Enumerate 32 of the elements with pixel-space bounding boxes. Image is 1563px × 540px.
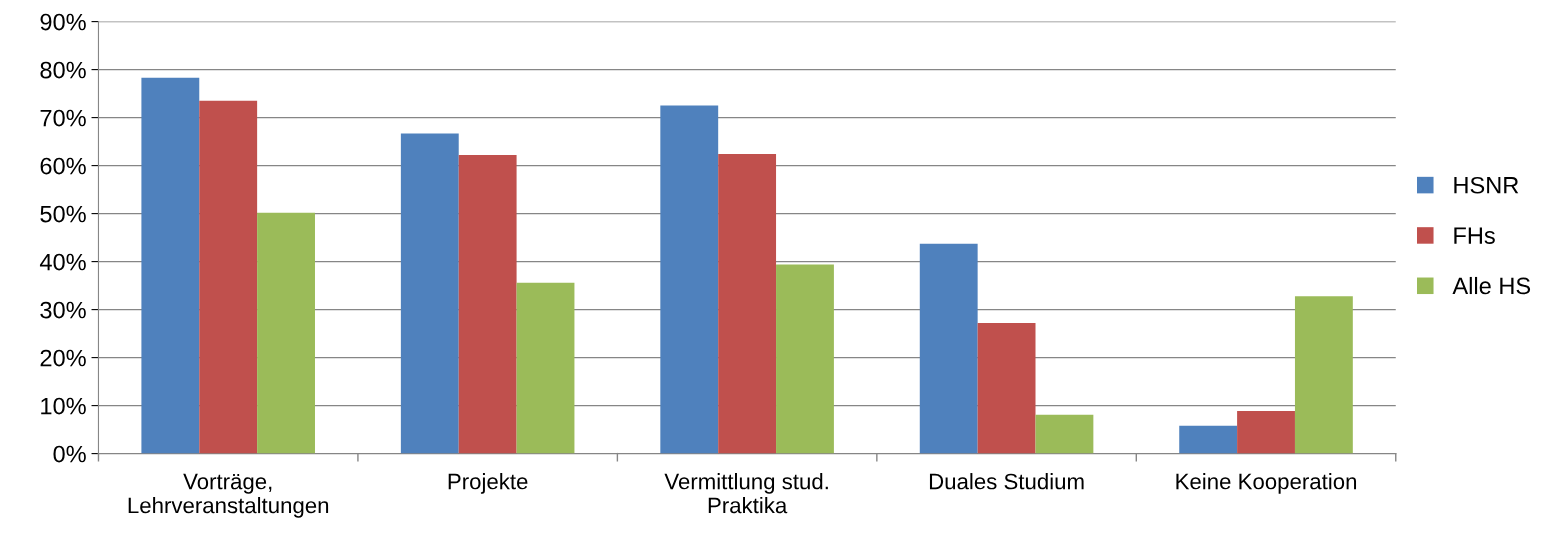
legend-label: FHs — [1454, 227, 1495, 244]
bar — [660, 105, 719, 454]
bar — [199, 100, 258, 454]
y-tick-label: 90% — [40, 13, 86, 31]
bar — [141, 77, 200, 454]
bar — [718, 154, 777, 454]
bar — [516, 282, 575, 454]
bar — [1237, 410, 1295, 454]
y-tick-label: 80% — [40, 61, 86, 79]
bar — [776, 264, 834, 454]
x-tick-label: Vermittlung stud. Praktika — [664, 473, 828, 514]
legend-label: Alle HS — [1452, 276, 1531, 295]
bar — [977, 323, 1036, 454]
bar — [400, 133, 459, 454]
bar — [1294, 296, 1353, 454]
x-tick-label: Projekte — [448, 473, 528, 494]
y-tick-label: 60% — [40, 157, 86, 175]
bar — [257, 212, 315, 454]
bar — [1035, 414, 1094, 454]
x-tick-label: Vorträge, Lehrveranstaltungen — [128, 473, 329, 518]
y-tick-label: 0% — [53, 445, 86, 463]
x-tick-label: Keine Kooperation — [1176, 473, 1357, 494]
legend-label: HSNR — [1454, 176, 1519, 194]
bar — [458, 155, 517, 454]
y-tick-label: 10% — [41, 397, 86, 415]
y-tick-label: 70% — [40, 109, 86, 127]
y-tick-label: 40% — [39, 253, 86, 271]
bar — [919, 243, 978, 454]
y-tick-label: 30% — [40, 301, 86, 319]
y-tick-label: 50% — [40, 205, 86, 223]
y-tick-label: 20% — [40, 349, 86, 367]
x-tick-label: Duales Studium — [929, 473, 1084, 490]
